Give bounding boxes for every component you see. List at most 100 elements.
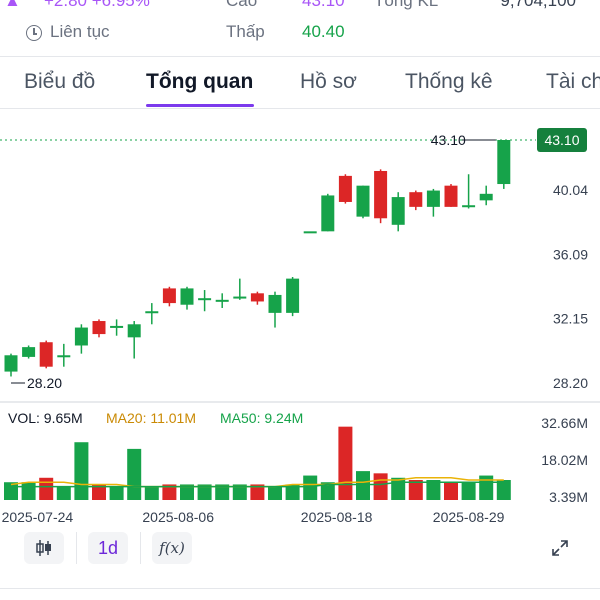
volume-bar <box>408 480 423 500</box>
arrow-up-icon: ▲ <box>4 0 21 10</box>
volume-bar <box>197 484 212 500</box>
ma50-legend: MA50: 9.24M <box>220 410 303 426</box>
ma50-line <box>11 481 504 488</box>
volume-axis: 32.66M 18.02M 3.39M <box>541 415 588 505</box>
volume-bar <box>391 477 406 500</box>
function-button[interactable]: f(x) <box>152 532 192 564</box>
volume-bar <box>4 482 18 500</box>
volume-bar <box>496 480 511 500</box>
current-price-text: 43.10 <box>544 132 579 148</box>
tab-overview[interactable]: Tổng quan <box>146 70 254 93</box>
candle-body <box>180 288 194 305</box>
candles <box>4 140 511 377</box>
volume-bar <box>338 426 353 500</box>
date-tick-label: 2025-08-29 <box>433 509 505 525</box>
candle-body <box>22 347 36 357</box>
volume-bar <box>232 484 247 500</box>
candle-body <box>391 197 405 225</box>
volume-bar <box>268 486 282 500</box>
price-tick-label: 40.04 <box>553 182 588 198</box>
candle-body <box>250 293 264 302</box>
date-tick-label: 2025-08-06 <box>142 509 214 525</box>
candle-body <box>497 140 511 185</box>
volume-bar <box>109 486 124 500</box>
volume-bar <box>144 486 159 500</box>
tab-profile[interactable]: Hồ sơ <box>300 70 357 93</box>
price-change: +2.80 +6.95% <box>44 0 150 10</box>
candle-body <box>444 185 458 207</box>
candle-body <box>74 327 88 346</box>
tab-statistics[interactable]: Thống kê <box>405 70 493 93</box>
volume-bar <box>250 484 265 500</box>
high-marker-text: 43.10 <box>431 132 466 148</box>
volume-bar <box>303 475 318 500</box>
volume-bar <box>92 484 106 500</box>
candle-body <box>303 231 317 234</box>
volume-bar <box>444 482 458 500</box>
candle-body <box>233 296 247 299</box>
volume-bar <box>356 471 370 500</box>
interval-button[interactable]: 1d <box>88 532 128 564</box>
current-price-badge <box>537 128 587 152</box>
price-tick-label: 32.15 <box>553 311 588 327</box>
price-axis: 40.04 36.09 32.15 28.20 <box>553 182 588 391</box>
volume-bar <box>373 473 388 500</box>
volume-bar <box>180 484 194 500</box>
volume-bar <box>39 477 54 500</box>
candle-body <box>145 311 159 314</box>
divider <box>0 588 600 589</box>
volume-bar <box>56 486 71 500</box>
session-label: Liên tục <box>50 22 110 41</box>
candle-body <box>462 205 476 208</box>
low-label: Thấp <box>226 22 265 41</box>
price-tick-label: 28.20 <box>553 375 588 391</box>
fullscreen-button[interactable] <box>540 532 580 564</box>
price-chart[interactable]: 43.10 43.10 28.20 40.04 36.09 32.15 28.20 3… <box>0 110 600 528</box>
toolbar-divider <box>140 532 141 564</box>
date-tick-label: 2025-07-24 <box>2 509 74 525</box>
candle-body <box>127 324 141 338</box>
candle-body <box>479 193 493 201</box>
volume-tick-label: 3.39M <box>549 489 588 505</box>
candle-body <box>4 355 18 372</box>
price-tick-label: 36.09 <box>553 246 588 262</box>
high-value: 43.10 <box>302 0 345 10</box>
chart-toolbar: 1d f(x) <box>0 528 600 570</box>
toolbar-divider <box>76 532 77 564</box>
volume-bar <box>162 484 177 500</box>
candle-body <box>268 294 282 313</box>
candlestick-icon <box>36 540 51 556</box>
volume-bar <box>127 448 142 500</box>
expand-icon <box>552 540 568 556</box>
candle-body <box>215 299 229 302</box>
volume-value: 9,704,100 <box>500 0 576 10</box>
candle-body <box>409 192 423 207</box>
tab-finance[interactable]: Tài ch <box>546 70 600 93</box>
volume-bar <box>215 484 230 500</box>
candle-body <box>338 175 352 202</box>
ma20-legend: MA20: 11.01M <box>106 410 196 426</box>
candle-body <box>321 195 335 232</box>
volume-bar <box>479 475 494 500</box>
volume-bar <box>21 482 36 500</box>
candle-body <box>162 288 176 304</box>
stats-row-1: ▲ +2.80 +6.95% Cao 43.10 Tổng KL 9,704,1… <box>0 0 600 15</box>
divider <box>0 108 600 109</box>
candle-body <box>57 355 71 358</box>
volume-label: Tổng KL <box>374 0 439 10</box>
candle-body <box>426 190 440 207</box>
volume-bar <box>426 480 441 500</box>
stats-row-2: Liên tục Thấp 40.40 <box>0 22 600 46</box>
volume-bar <box>320 482 335 500</box>
clock-icon <box>26 25 42 41</box>
low-value: 40.40 <box>302 22 345 41</box>
volume-bar <box>461 482 476 500</box>
tab-chart[interactable]: Biểu đồ <box>24 70 96 93</box>
date-tick-label: 2025-08-18 <box>301 509 373 525</box>
chart-type-button[interactable] <box>24 532 64 564</box>
tab-bar: Biểu đồ Tổng quan Hồ sơ Thống kê Tài ch <box>0 58 600 108</box>
volume-bar <box>74 442 89 500</box>
candle-body <box>286 278 300 313</box>
volume-tick-label: 18.02M <box>541 452 588 468</box>
candle-body <box>198 298 212 301</box>
